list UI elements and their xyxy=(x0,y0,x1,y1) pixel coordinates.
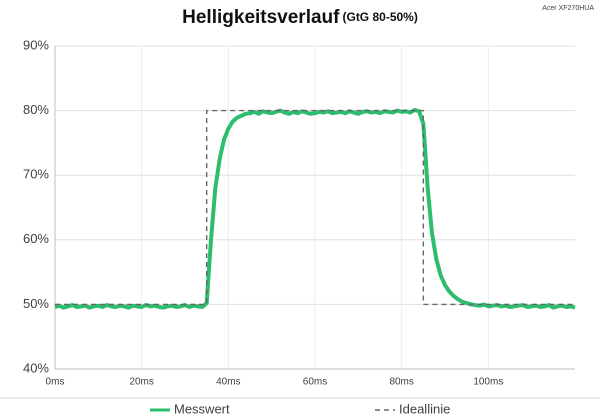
chart-title: Helligkeitsverlauf (GtG 80-50%) xyxy=(182,7,418,28)
y-tick-label: 50% xyxy=(23,296,49,311)
y-tick-label: 60% xyxy=(23,231,49,246)
y-tick-label: 80% xyxy=(23,102,49,117)
y-tick-label: 90% xyxy=(23,37,49,52)
x-tick-label: 20ms xyxy=(129,377,153,388)
x-tick-label: 60ms xyxy=(303,377,327,388)
x-tick-label: 100ms xyxy=(473,377,503,388)
subtitle: (GtG 80-50%) xyxy=(342,10,417,24)
series-line xyxy=(55,109,575,306)
y-tick-label: 70% xyxy=(23,167,49,182)
legend-label: Ideallinie xyxy=(399,401,450,416)
series-line xyxy=(54,107,576,310)
title: Helligkeitsverlauf xyxy=(182,7,340,28)
x-tick-label: 40ms xyxy=(216,377,240,388)
legend-label: Messwert xyxy=(174,401,230,416)
y-tick-label: 40% xyxy=(23,360,49,375)
x-tick-label: 80ms xyxy=(389,377,413,388)
annotation: Acer XF270HUA xyxy=(542,5,594,12)
x-tick-label: 0ms xyxy=(46,377,65,388)
